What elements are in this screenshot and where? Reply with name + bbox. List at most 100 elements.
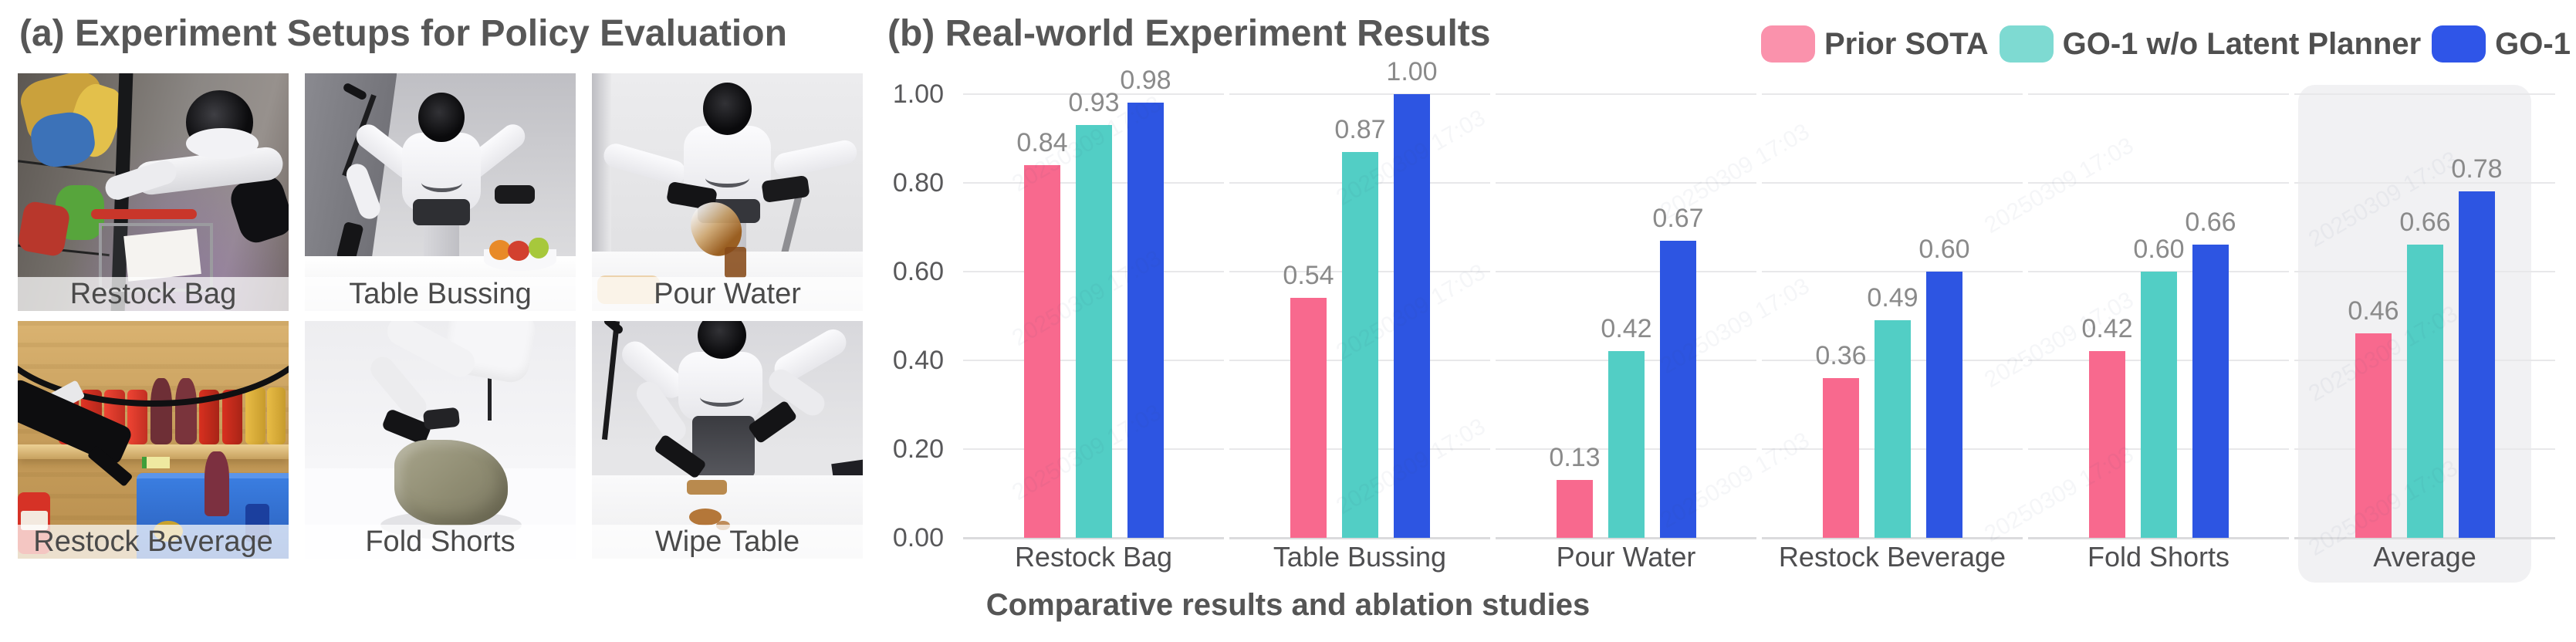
watermark-text: 20250309 17:03 [1980, 133, 2138, 239]
legend-label: Prior SOTA [1824, 27, 1989, 61]
value-label-prior-sota-pour-water: 0.13 [1549, 443, 1601, 472]
watermark-text: 20250309 17:03 [1656, 119, 1814, 225]
y-tick-label: 0.80 [892, 168, 944, 198]
legend-label: GO-1 w/o Latent Planner [2062, 27, 2422, 61]
value-label-go-1-w-o-latent-planner-restock-beverage: 0.49 [1867, 283, 1918, 313]
bar-go-1-fold-shorts [2192, 245, 2229, 538]
bar-go-1-w-o-latent-planner-restock-beverage [1875, 320, 1911, 538]
photo-label: Wipe Table [592, 525, 863, 559]
value-label-go-1-table-bussing: 1.00 [1386, 57, 1438, 86]
category-label-average: Average [2373, 541, 2476, 573]
category-label-restock-beverage: Restock Beverage [1778, 541, 2006, 573]
photo-label-text: Wipe Table [654, 525, 800, 558]
bar-prior-sota-table-bussing [1290, 298, 1327, 538]
axis-baseline-segment [1229, 537, 1490, 539]
value-label-go-1-fold-shorts: 0.66 [2185, 208, 2236, 237]
photo-label: Fold Shorts [305, 525, 576, 559]
axis-baseline-segment [2294, 537, 2555, 539]
legend-swatch-prior-sota [1761, 25, 1815, 63]
photo-wipe-table: Wipe Table [592, 321, 863, 559]
axis-baseline-segment [2028, 537, 2289, 539]
photo-label-text: Restock Bag [69, 278, 237, 310]
axis-baseline-segment [1496, 537, 1756, 539]
photo-label-text: Table Bussing [349, 278, 532, 310]
photo-label: Restock Bag [18, 277, 289, 311]
y-tick-label: 0.20 [892, 434, 944, 464]
gridline-segment [2294, 182, 2555, 184]
gridline-segment [1496, 93, 1756, 95]
value-label-prior-sota-restock-bag: 0.84 [1016, 128, 1068, 157]
category-label-fold-shorts: Fold Shorts [2087, 541, 2230, 573]
axis-baseline-segment [963, 537, 1224, 539]
bar-prior-sota-restock-beverage [1823, 378, 1859, 538]
value-label-go-1-w-o-latent-planner-table-bussing: 0.87 [1334, 115, 1386, 144]
bar-go-1-average [2459, 191, 2495, 538]
bar-go-1-table-bussing [1394, 94, 1430, 538]
photo-label-text: Restock Beverage [33, 525, 273, 558]
gridline-segment [963, 93, 1224, 95]
photo-pour-water: Pour Water [592, 73, 863, 311]
value-label-go-1-w-o-latent-planner-pour-water: 0.42 [1601, 314, 1652, 343]
bar-go-1-w-o-latent-planner-average [2407, 245, 2443, 538]
gridline-segment [1496, 182, 1756, 184]
value-label-go-1-w-o-latent-planner-average: 0.66 [2399, 208, 2451, 237]
value-label-go-1-w-o-latent-planner-restock-bag: 0.93 [1068, 88, 1120, 117]
legend-swatch-go1 [2432, 25, 2486, 63]
panel-a-title: (a) Experiment Setups for Policy Evaluat… [19, 13, 787, 54]
bar-go-1-w-o-latent-planner-restock-bag [1076, 125, 1112, 538]
bar-prior-sota-average [2355, 333, 2392, 538]
bar-go-1-w-o-latent-planner-pour-water [1608, 351, 1645, 538]
value-label-go-1-average: 0.78 [2451, 154, 2503, 184]
value-label-go-1-restock-bag: 0.98 [1120, 66, 1171, 95]
photo-table-bussing: Table Bussing [305, 73, 576, 311]
value-label-prior-sota-restock-beverage: 0.36 [1815, 341, 1867, 370]
bar-go-1-pour-water [1660, 241, 1696, 538]
photo-restock-bag: Restock Bag [18, 73, 289, 311]
category-label-pour-water: Pour Water [1556, 541, 1696, 573]
value-label-go-1-pour-water: 0.67 [1652, 204, 1704, 233]
bar-prior-sota-pour-water [1557, 480, 1593, 538]
legend-item-go1-wo-latent-planner: GO-1 w/o Latent Planner [1999, 25, 2422, 63]
y-tick-label: 0.40 [892, 346, 944, 375]
legend-label: GO-1 [2495, 27, 2571, 61]
bar-go-1-restock-bag [1127, 103, 1164, 538]
value-label-go-1-w-o-latent-planner-fold-shorts: 0.60 [2133, 235, 2185, 264]
y-tick-label: 0.60 [892, 257, 944, 286]
gridline-segment [1229, 93, 1490, 95]
category-label-table-bussing: Table Bussing [1273, 541, 1447, 573]
legend-item-prior-sota: Prior SOTA [1761, 25, 1989, 63]
axis-baseline-segment [1762, 537, 2023, 539]
legend-item-go1: GO-1 [2432, 25, 2571, 63]
photo-label-text: Fold Shorts [365, 525, 516, 558]
photo-restock-beverage: Restock Beverage [18, 321, 289, 559]
bar-prior-sota-restock-bag [1024, 165, 1060, 538]
photo-label-text: Pour Water [654, 278, 801, 310]
value-label-prior-sota-fold-shorts: 0.42 [2081, 314, 2133, 343]
figure-caption: Comparative results and ablation studies [985, 588, 1591, 622]
gridline-segment [1496, 271, 1756, 272]
gridline-segment [1762, 271, 2023, 272]
photo-label: Pour Water [592, 277, 863, 311]
value-label-prior-sota-average: 0.46 [2348, 296, 2399, 326]
value-label-go-1-restock-beverage: 0.60 [1918, 235, 1970, 264]
category-label-restock-bag: Restock Bag [1014, 541, 1173, 573]
y-tick-label: 1.00 [892, 79, 944, 109]
value-label-prior-sota-table-bussing: 0.54 [1283, 261, 1334, 290]
gridline-segment [2294, 93, 2555, 95]
gridline-segment [1762, 93, 2023, 95]
bar-prior-sota-fold-shorts [2089, 351, 2125, 538]
bar-go-1-w-o-latent-planner-table-bussing [1342, 152, 1378, 538]
table-bussing-scene-image [305, 73, 576, 311]
gridline-segment [1762, 182, 2023, 184]
y-tick-label: 0.00 [892, 523, 944, 552]
gridline-segment [2028, 182, 2289, 184]
photo-label: Restock Beverage [18, 525, 289, 559]
chart-legend: Prior SOTA GO-1 w/o Latent Planner GO-1 [1761, 25, 2571, 63]
photo-fold-shorts: Fold Shorts [305, 321, 576, 559]
legend-swatch-go1-wo-latent-planner [1999, 25, 2054, 63]
bar-go-1-w-o-latent-planner-fold-shorts [2141, 272, 2177, 538]
gridline-segment [2028, 93, 2289, 95]
bar-go-1-restock-beverage [1926, 272, 1962, 538]
